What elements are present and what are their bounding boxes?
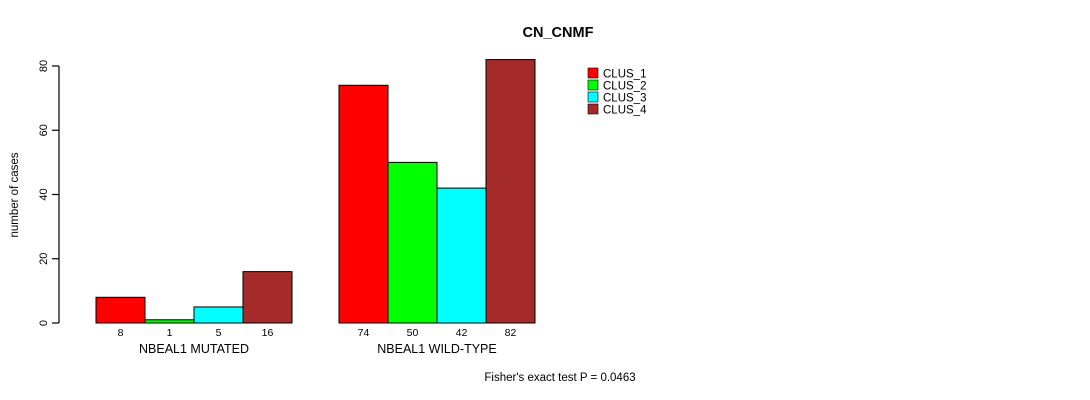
category-label-nbeal1-wild-type: NBEAL1 WILD-TYPE <box>377 342 496 356</box>
bar-value-label: 74 <box>358 327 370 339</box>
bar-value-label: 1 <box>167 327 173 339</box>
bar-nbeal1-mutated-clus-1 <box>95 296 146 324</box>
annotation-text: Fisher's exact test P = 0.0463 <box>484 372 635 384</box>
bar-nbeal1-mutated-clus-2 <box>144 319 195 324</box>
chart-title: CN_CNMF <box>523 25 594 41</box>
bar-nbeal1-wild-type-clus-1 <box>338 84 389 324</box>
bar-value-label: 5 <box>216 327 222 339</box>
bar-nbeal1-mutated-clus-3 <box>193 306 244 324</box>
y-tick-label: 20 <box>38 253 50 265</box>
bar-value-label: 8 <box>118 327 124 339</box>
bar-value-label: 82 <box>505 327 517 339</box>
bar-value-label: 50 <box>407 327 419 339</box>
bar-nbeal1-wild-type-clus-3 <box>436 187 487 324</box>
legend-label-clus-3: CLUS_3 <box>603 93 646 105</box>
bar-nbeal1-wild-type-clus-4 <box>485 59 536 324</box>
bar-value-label: 16 <box>262 327 274 339</box>
y-axis-label: number of cases <box>9 152 21 237</box>
legend-label-clus-1: CLUS_1 <box>603 69 646 81</box>
legend-label-clus-2: CLUS_2 <box>603 81 646 93</box>
bar-nbeal1-wild-type-clus-2 <box>387 161 438 324</box>
legend-swatch-clus-3 <box>587 91 599 103</box>
y-tick-label: 60 <box>38 124 50 136</box>
plot-area: 0 20 40 60 80 8 1 5 16 NBEAL1 MUTATED 74 50 42 82 NBEA… <box>38 59 647 356</box>
bar-nbeal1-mutated-clus-4 <box>242 271 293 324</box>
y-tick-label: 0 <box>38 320 50 326</box>
legend-swatch-clus-4 <box>587 103 599 115</box>
bar-value-label: 42 <box>456 327 468 339</box>
legend-swatch-clus-2 <box>587 79 599 91</box>
y-tick-label: 80 <box>38 60 50 72</box>
category-label-nbeal1-mutated: NBEAL1 MUTATED <box>139 342 249 356</box>
legend-label-clus-4: CLUS_4 <box>603 105 647 117</box>
legend-swatch-clus-1 <box>587 67 599 79</box>
y-tick-label: 40 <box>38 188 50 200</box>
